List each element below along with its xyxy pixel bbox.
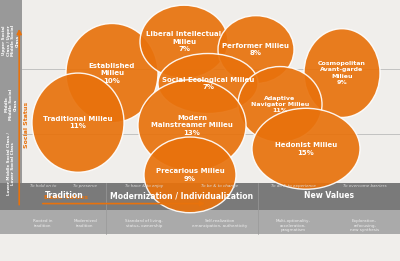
Text: To hold on to: To hold on to bbox=[30, 184, 56, 188]
Text: Rooted in
tradition: Rooted in tradition bbox=[33, 219, 53, 228]
Ellipse shape bbox=[140, 5, 228, 78]
FancyBboxPatch shape bbox=[0, 210, 400, 234]
Text: Modernized
tradition: Modernized tradition bbox=[73, 219, 97, 228]
Text: Upper Social
Class / Upper
Middle Social
Class: Upper Social Class / Upper Middle Social… bbox=[2, 25, 20, 56]
Text: To do & to experience: To do & to experience bbox=[271, 184, 316, 188]
Text: Established
Milieu
10%: Established Milieu 10% bbox=[89, 63, 135, 84]
Text: Modernization / Individualization: Modernization / Individualization bbox=[110, 191, 254, 200]
Text: To overcome barriers: To overcome barriers bbox=[343, 184, 386, 188]
Text: To preserve: To preserve bbox=[73, 184, 97, 188]
Text: Basic Values: Basic Values bbox=[44, 195, 88, 200]
FancyBboxPatch shape bbox=[0, 0, 22, 210]
Ellipse shape bbox=[138, 80, 246, 171]
Text: Modern
Mainstreamer Milieu
13%: Modern Mainstreamer Milieu 13% bbox=[151, 115, 233, 136]
Ellipse shape bbox=[304, 29, 380, 117]
Text: Precarious Milieu
9%: Precarious Milieu 9% bbox=[156, 168, 224, 182]
Text: Standard of living,
status, ownership: Standard of living, status, ownership bbox=[125, 219, 163, 228]
Ellipse shape bbox=[238, 67, 322, 142]
Text: New Values: New Values bbox=[304, 191, 354, 200]
Text: Multi-optionality,
acceleration,
pragmatism: Multi-optionality, acceleration, pragmat… bbox=[276, 219, 311, 233]
Text: To be & to change: To be & to change bbox=[202, 184, 238, 188]
Text: Middle
Middle Social
Class: Middle Middle Social Class bbox=[4, 89, 18, 120]
Ellipse shape bbox=[66, 23, 158, 123]
Text: Exploration,
refocusing,
new synthesis: Exploration, refocusing, new synthesis bbox=[350, 219, 379, 233]
Text: Adaptive
Navigator Milieu
11%: Adaptive Navigator Milieu 11% bbox=[251, 96, 309, 113]
Text: Cosmopolitan
Avant-garde
Milieu
9%: Cosmopolitan Avant-garde Milieu 9% bbox=[318, 61, 366, 85]
Text: Lower Middle Social Class /
Lower Social Class: Lower Middle Social Class / Lower Social… bbox=[7, 132, 15, 195]
Text: Liberal Intellectual
Milieu
7%: Liberal Intellectual Milieu 7% bbox=[146, 31, 222, 52]
Ellipse shape bbox=[218, 16, 294, 84]
Text: Social Ecological Milieu
7%: Social Ecological Milieu 7% bbox=[162, 77, 254, 90]
Ellipse shape bbox=[158, 54, 258, 114]
Text: Self-realization
emancipation, authenticity: Self-realization emancipation, authentic… bbox=[192, 219, 248, 228]
Ellipse shape bbox=[252, 108, 360, 189]
Text: Tradition: Tradition bbox=[45, 191, 83, 200]
Text: Social Status: Social Status bbox=[24, 102, 30, 148]
Ellipse shape bbox=[144, 137, 236, 213]
Text: Performer Milieu
8%: Performer Milieu 8% bbox=[222, 43, 290, 56]
Ellipse shape bbox=[32, 73, 124, 172]
Text: Hedonist Milieu
15%: Hedonist Milieu 15% bbox=[275, 142, 337, 156]
FancyBboxPatch shape bbox=[0, 183, 400, 210]
Text: To have & to enjoy: To have & to enjoy bbox=[125, 184, 163, 188]
Text: Traditional Milieu
11%: Traditional Milieu 11% bbox=[43, 116, 113, 129]
